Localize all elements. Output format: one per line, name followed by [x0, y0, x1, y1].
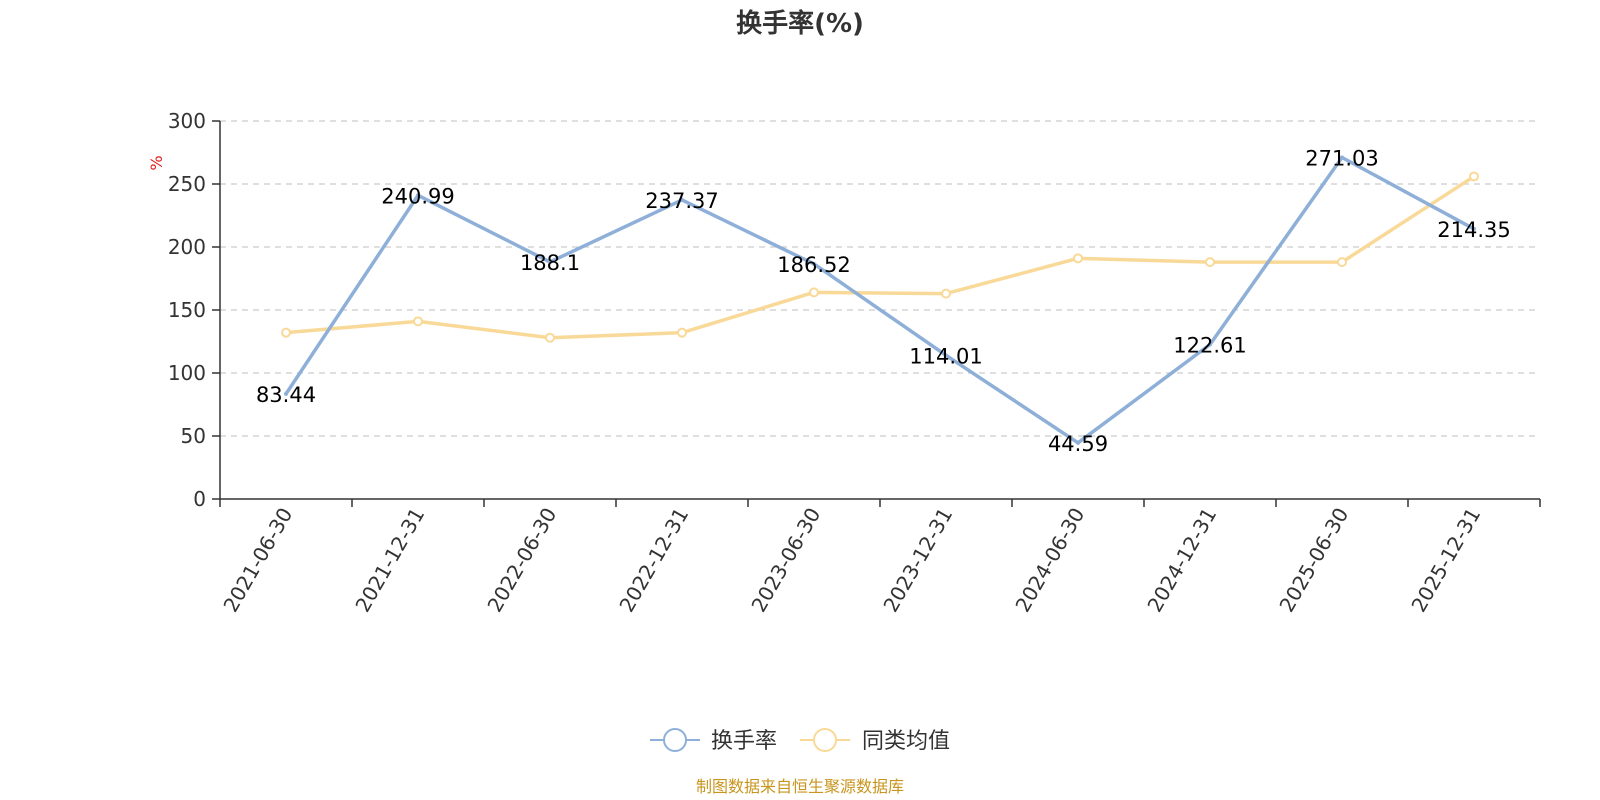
data-label: 114.01: [909, 344, 982, 368]
y-tick-label: 250: [168, 172, 206, 196]
y-tick-label: 300: [168, 109, 206, 133]
legend[interactable]: 换手率 同类均值: [650, 728, 950, 754]
series-point-0[interactable]: [1472, 226, 1476, 231]
legend-label: 换手率: [711, 729, 777, 754]
series-point-1[interactable]: [677, 327, 687, 338]
series-point-1[interactable]: [1469, 171, 1479, 182]
series-line-0: [284, 155, 1475, 445]
data-label: 271.03: [1305, 147, 1378, 171]
legend-marker-icon: [663, 728, 687, 752]
x-tick-label: 2022-06-30: [482, 504, 561, 617]
legend-marker-icon: [813, 728, 837, 752]
y-tick-label: 100: [168, 361, 206, 385]
series-point-0[interactable]: [812, 261, 816, 266]
series-point-0[interactable]: [944, 353, 948, 358]
series-point-0[interactable]: [680, 197, 684, 202]
x-tick-label: 2021-12-31: [350, 504, 429, 617]
series-point-1[interactable]: [1073, 253, 1083, 264]
y-tick-label: 150: [168, 298, 206, 322]
x-tick-label: 2024-06-30: [1010, 504, 1089, 617]
x-tick-label: 2022-12-31: [614, 504, 693, 617]
x-tick-label: 2024-12-31: [1142, 504, 1221, 617]
data-label: 237.37: [645, 189, 718, 213]
legend-label: 同类均值: [862, 729, 950, 754]
data-labels: 83.44 240.99 188.1 237.37 186.52 114.01 44.59 1…: [256, 147, 1511, 456]
series-point-0[interactable]: [1340, 155, 1344, 160]
data-label: 83.44: [256, 383, 316, 407]
x-tick-label: 2021-06-30: [218, 504, 297, 617]
series-point-1[interactable]: [1205, 257, 1215, 268]
series-point-0[interactable]: [284, 391, 288, 396]
series-point-0[interactable]: [1076, 440, 1080, 445]
data-label: 44.59: [1048, 432, 1108, 456]
y-tick-label: 0: [193, 487, 206, 511]
chart-title: 换手率(%): [736, 8, 864, 39]
x-tick-label: 2023-12-31: [878, 504, 957, 617]
series-point-1[interactable]: [1337, 257, 1347, 268]
data-label: 240.99: [381, 184, 454, 208]
x-tick-label: 2025-12-31: [1406, 504, 1485, 617]
data-label: 186.52: [777, 253, 850, 277]
series-point-0[interactable]: [416, 193, 420, 198]
x-tick-label: 2025-06-30: [1274, 504, 1353, 617]
series-point-1[interactable]: [281, 327, 291, 338]
series-point-0[interactable]: [1208, 342, 1212, 347]
data-label: 214.35: [1437, 218, 1510, 242]
series-point-1[interactable]: [545, 332, 555, 343]
axes: 0 50 100 150 200 250 300 2021-06-30 2021-12-31 20…: [168, 109, 1541, 617]
series-layer: [281, 155, 1479, 445]
series-point-1[interactable]: [941, 288, 951, 299]
data-label: 122.61: [1173, 334, 1246, 358]
series-point-1[interactable]: [809, 287, 819, 298]
series-point-1[interactable]: [413, 316, 423, 327]
data-label: 188.1: [520, 251, 580, 275]
series-point-0[interactable]: [548, 259, 552, 264]
y-tick-label: 50: [181, 424, 206, 448]
series-line-1: [285, 174, 1475, 340]
y-tick-label: 200: [168, 235, 206, 259]
legend-item-1[interactable]: 同类均值: [800, 728, 950, 754]
y-axis-unit: %: [147, 155, 166, 170]
data-source-note: 制图数据来自恒生聚源数据库: [696, 777, 904, 796]
legend-item-0[interactable]: 换手率: [650, 728, 777, 754]
x-tick-label: 2023-06-30: [746, 504, 825, 617]
